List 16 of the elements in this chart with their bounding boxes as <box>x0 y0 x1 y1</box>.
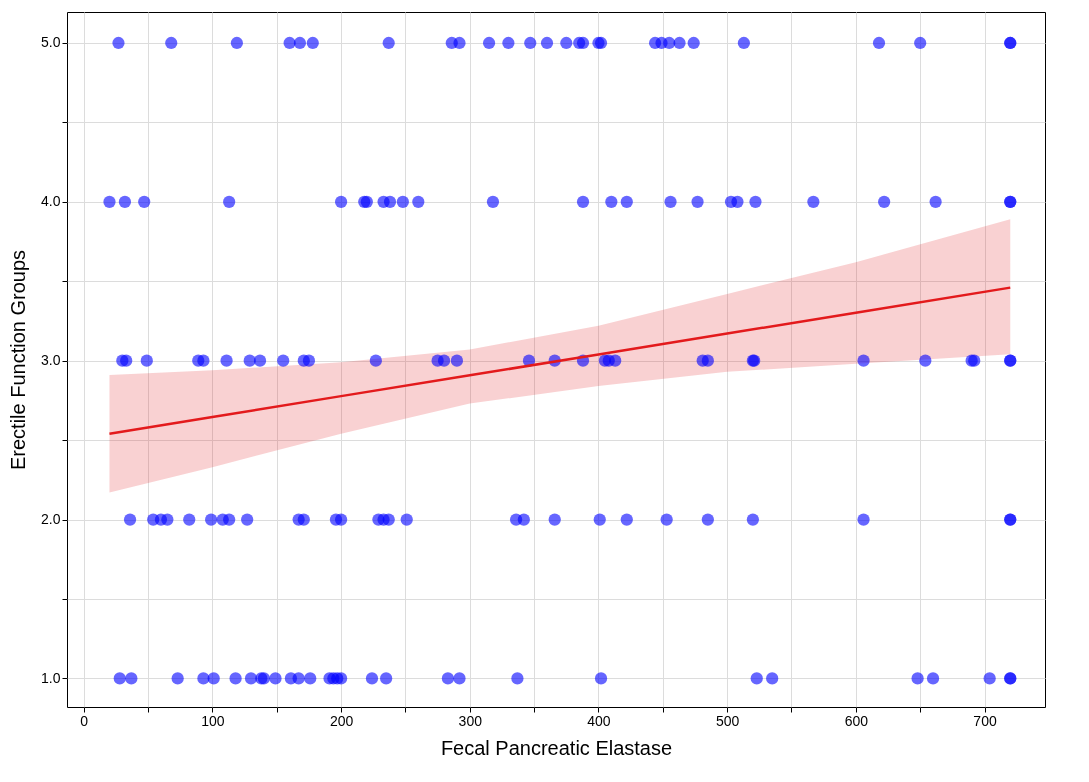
y-axis-title: Erectile Function Groups <box>7 249 30 471</box>
x-tick-label: 200 <box>329 712 354 729</box>
x-axis-title: Fecal Pancreatic Elastase <box>440 736 673 759</box>
y-tick-label: 4.0 <box>41 193 61 210</box>
y-tick-label: 5.0 <box>41 34 61 51</box>
x-tick-label: 400 <box>587 712 611 729</box>
x-tick-label: 500 <box>715 712 740 729</box>
x-tick-label: 700 <box>973 712 997 729</box>
x-tick-label: 100 <box>201 712 225 729</box>
x-tick-label: 600 <box>844 712 869 729</box>
x-tick-label: 0 <box>80 712 89 729</box>
line-series <box>108 286 1012 436</box>
x-tick-label: 300 <box>458 712 483 729</box>
y-tick-label: 3.0 <box>41 352 61 369</box>
y-tick-label: 2.0 <box>41 511 61 528</box>
y-tick-label: 1.0 <box>41 669 61 686</box>
